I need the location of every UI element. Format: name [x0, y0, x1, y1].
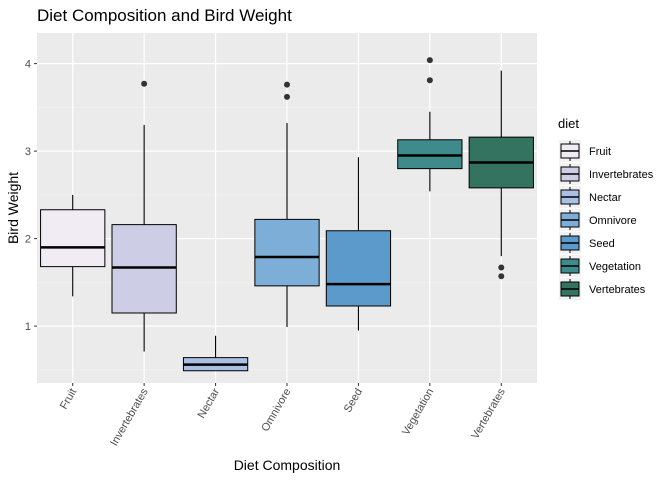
- outlier-point: [426, 57, 433, 64]
- legend-label: Omnivore: [589, 215, 637, 227]
- box-fruit: [40, 194, 106, 297]
- x-tick-label: Omnivore: [259, 387, 293, 434]
- legend-label: Vegetation: [589, 261, 641, 273]
- iqr-box: [254, 218, 320, 287]
- legend-label: Fruit: [589, 146, 611, 158]
- iqr-box: [325, 230, 392, 307]
- legend-label: Invertebrates: [589, 169, 654, 181]
- box-omnivore: [254, 81, 320, 327]
- x-tick-label: Invertebrates: [108, 386, 151, 448]
- x-tick-label: Fruit: [58, 387, 79, 412]
- legend-title: diet: [558, 116, 579, 131]
- box-vertebrates: [468, 70, 534, 280]
- outlier-point: [498, 273, 505, 280]
- box-seed: [325, 157, 392, 331]
- y-tick-label: 1: [25, 321, 31, 333]
- iqr-box: [40, 209, 106, 268]
- legend-item-vegetation: Vegetation: [559, 255, 641, 277]
- legend-label: Seed: [589, 238, 615, 250]
- outlier-point: [284, 81, 290, 88]
- iqr-box: [111, 224, 177, 314]
- y-axis: 1 2 3 4: [25, 59, 37, 333]
- outlier-point: [498, 264, 505, 271]
- legend-item-vertebrates: Vertebrates: [559, 278, 646, 300]
- y-axis-title: Bird Weight: [5, 172, 21, 244]
- outlier-point: [284, 93, 290, 100]
- box-nectar: [182, 335, 249, 372]
- x-axis-title: Diet Composition: [234, 457, 341, 473]
- y-tick-label: 4: [25, 59, 31, 71]
- outlier-point: [141, 80, 148, 87]
- box-layer: [40, 57, 534, 372]
- x-tick-label: Vertebrates: [469, 386, 508, 441]
- legend-item-omnivore: Omnivore: [559, 209, 637, 231]
- box-vegetation: [397, 57, 463, 192]
- y-tick-label: 3: [25, 146, 31, 158]
- y-tick-label: 2: [25, 234, 31, 246]
- chart-title: Diet Composition and Bird Weight: [37, 6, 292, 25]
- legend: diet Fruit Invertebrates Nectar Omnivore See…: [558, 116, 654, 300]
- x-tick-label: Seed: [342, 387, 365, 415]
- x-tick-label: Vegetation: [400, 387, 436, 438]
- legend-item-invertebrates: Invertebrates: [559, 163, 654, 185]
- legend-item-seed: Seed: [559, 232, 615, 254]
- legend-item-fruit: Fruit: [559, 140, 611, 162]
- legend-item-nectar: Nectar: [559, 186, 622, 208]
- legend-label: Nectar: [589, 192, 622, 204]
- iqr-box: [397, 139, 463, 170]
- outlier-point: [426, 77, 433, 84]
- box-invertebrates: [111, 80, 177, 352]
- x-tick-label: Nectar: [196, 386, 223, 420]
- x-axis: Fruit Invertebrates Nectar Omnivore Seed Vege…: [58, 383, 508, 448]
- legend-label: Vertebrates: [589, 284, 646, 296]
